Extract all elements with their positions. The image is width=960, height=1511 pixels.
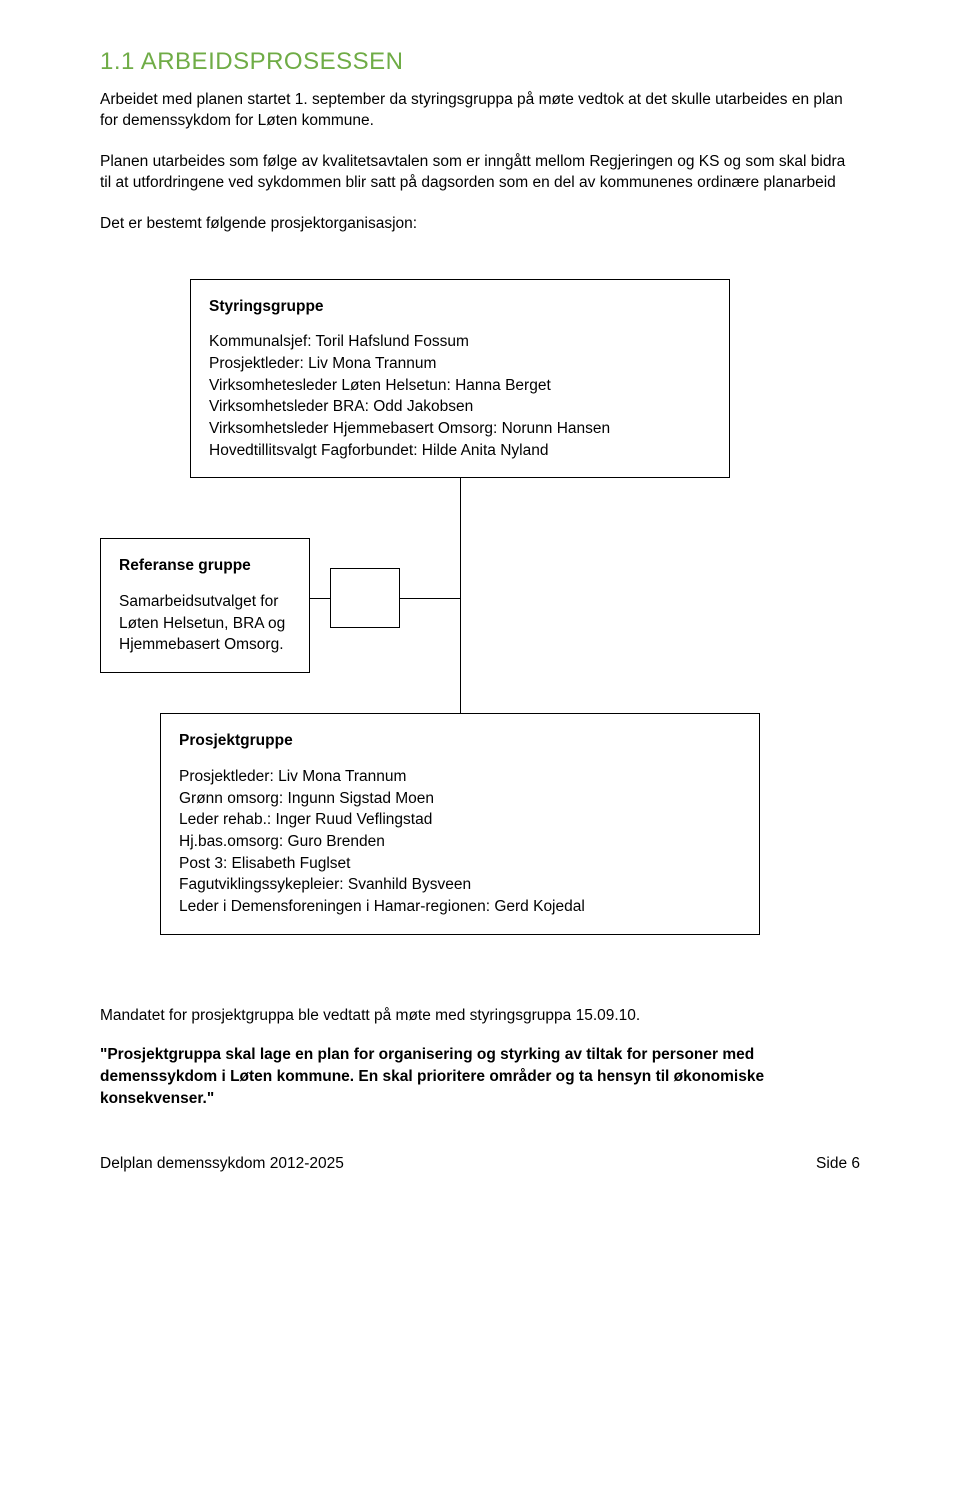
prosjektgruppe-title: Prosjektgruppe [179, 730, 741, 752]
connector-box [330, 568, 400, 628]
mandate-line: Mandatet for prosjektgruppa ble vedtatt … [100, 1005, 860, 1027]
referanse-line: Hjemmebasert Omsorg. [119, 634, 291, 656]
mandate-quote: "Prosjektgruppa skal lage en plan for or… [100, 1044, 860, 1109]
connector-line [460, 538, 461, 673]
styringsgruppe-box: Styringsgruppe Kommunalsjef: Toril Hafsl… [190, 279, 730, 479]
footer-right: Side 6 [816, 1155, 860, 1173]
styringsgruppe-line: Virksomhetsleder BRA: Odd Jakobsen [209, 396, 711, 418]
referanse-box: Referanse gruppe Samarbeidsutvalget for … [100, 538, 310, 673]
intro-paragraph-2: Planen utarbeides som følge av kvalitets… [100, 152, 860, 194]
mandate-block: Mandatet for prosjektgruppa ble vedtatt … [100, 1005, 860, 1110]
org-intro-line: Det er bestemt følgende prosjektorganisa… [100, 214, 860, 235]
page-footer: Delplan demenssykdom 2012-2025 Side 6 [100, 1155, 860, 1173]
styringsgruppe-line: Prosjektleder: Liv Mona Trannum [209, 353, 711, 375]
connector-line [460, 673, 461, 713]
prosjektgruppe-line: Leder i Demensforeningen i Hamar-regione… [179, 896, 741, 918]
styringsgruppe-line: Virksomhetsleder Hjemmebasert Omsorg: No… [209, 418, 711, 440]
prosjektgruppe-box: Prosjektgruppe Prosjektleder: Liv Mona T… [160, 713, 760, 935]
prosjektgruppe-line: Post 3: Elisabeth Fuglset [179, 853, 741, 875]
referanse-title: Referanse gruppe [119, 555, 291, 577]
connector-segment [100, 478, 860, 538]
prosjektgruppe-line: Leder rehab.: Inger Ruud Veflingstad [179, 809, 741, 831]
styringsgruppe-line: Kommunalsjef: Toril Hafslund Fossum [209, 331, 711, 353]
prosjektgruppe-line: Prosjektleder: Liv Mona Trannum [179, 766, 741, 788]
referanse-line: Samarbeidsutvalget for [119, 591, 291, 613]
connector-line [400, 598, 460, 599]
connector-line [460, 478, 461, 538]
connector-line [310, 598, 330, 599]
org-chart: Styringsgruppe Kommunalsjef: Toril Hafsl… [100, 279, 860, 935]
styringsgruppe-line: Virksomhetesleder Løten Helsetun: Hanna … [209, 375, 711, 397]
intro-paragraph-1: Arbeidet med planen startet 1. september… [100, 90, 860, 132]
footer-left: Delplan demenssykdom 2012-2025 [100, 1155, 344, 1173]
connector-segment [100, 673, 860, 713]
prosjektgruppe-line: Hj.bas.omsorg: Guro Brenden [179, 831, 741, 853]
styringsgruppe-title: Styringsgruppe [209, 296, 711, 318]
prosjektgruppe-line: Fagutviklingssykepleier: Svanhild Bysvee… [179, 874, 741, 896]
org-row-2: Referanse gruppe Samarbeidsutvalget for … [100, 538, 860, 673]
section-heading: 1.1 ARBEIDSPROSESSEN [100, 48, 860, 76]
styringsgruppe-line: Hovedtillitsvalgt Fagforbundet: Hilde An… [209, 440, 711, 462]
referanse-line: Løten Helsetun, BRA og [119, 613, 291, 635]
prosjektgruppe-line: Grønn omsorg: Ingunn Sigstad Moen [179, 788, 741, 810]
